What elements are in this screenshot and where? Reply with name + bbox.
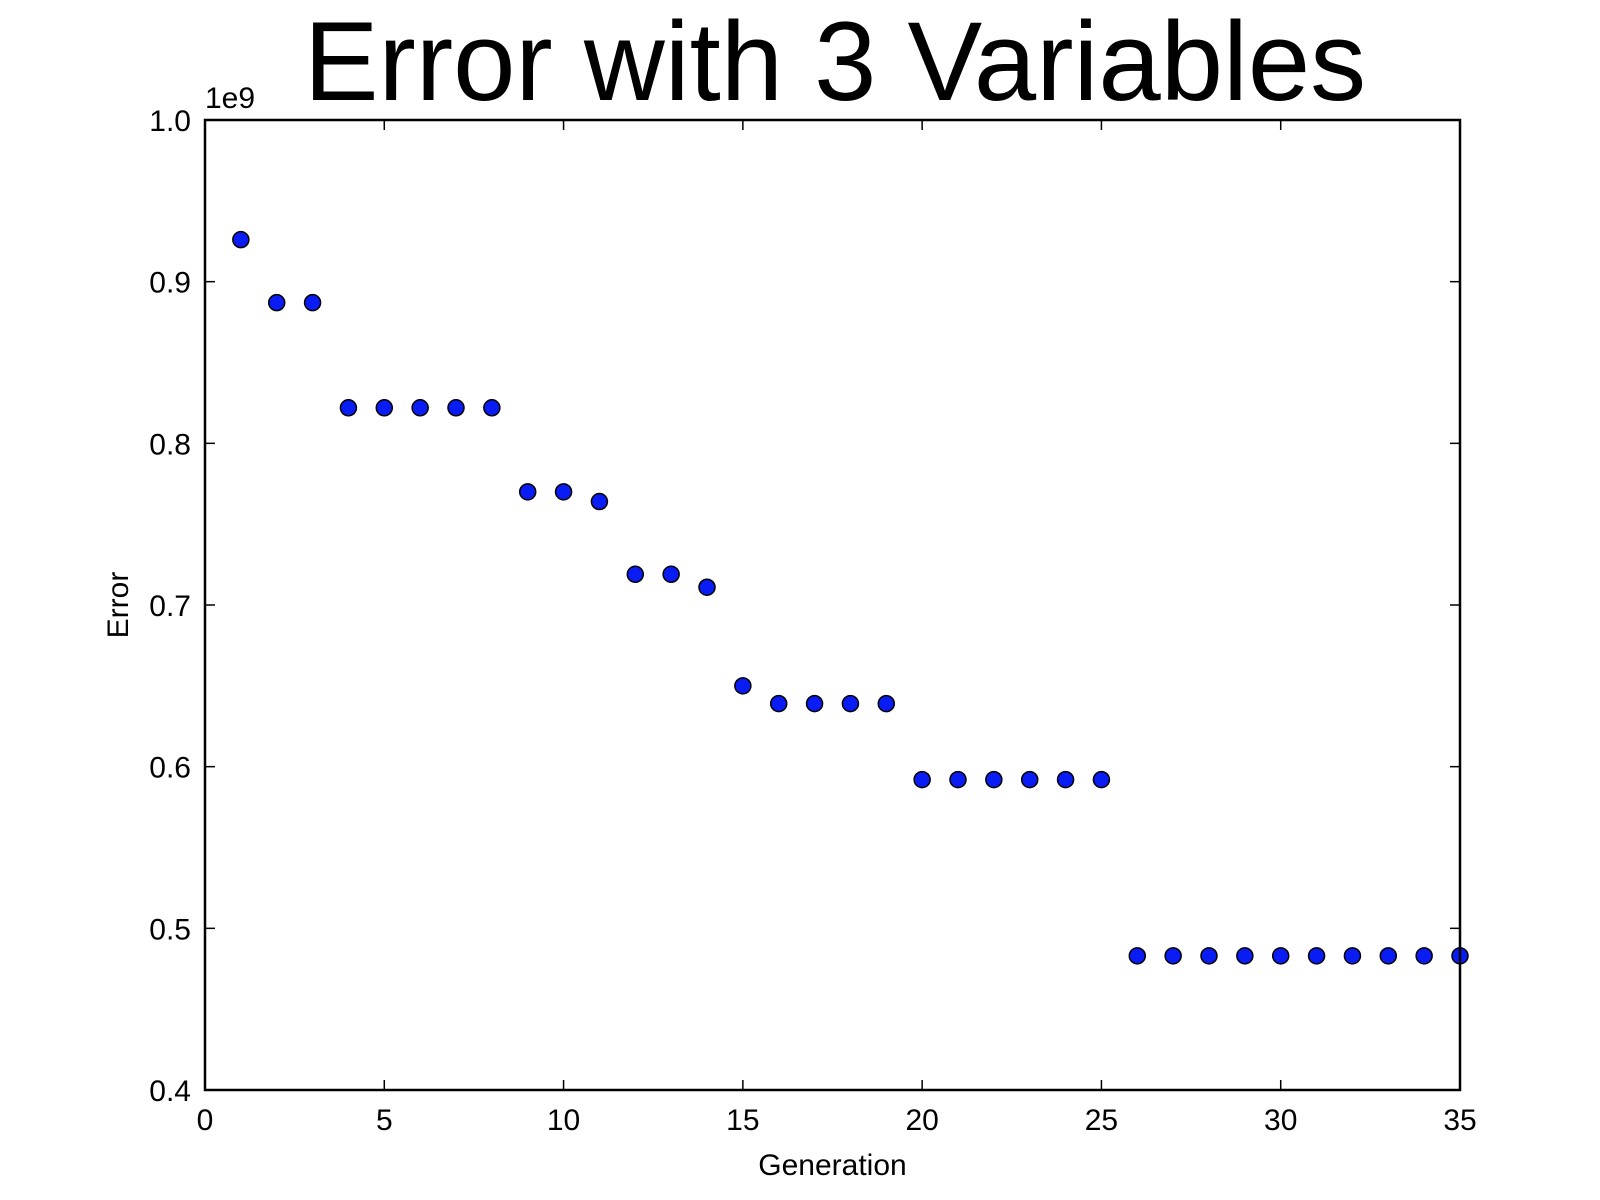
x-tick-label: 25 <box>1085 1104 1118 1137</box>
data-point <box>913 770 931 789</box>
data-point <box>698 578 716 596</box>
data-point <box>411 399 429 417</box>
data-point <box>1343 947 1362 965</box>
data-point <box>985 770 1003 789</box>
x-axis-label: Generation <box>758 1149 906 1182</box>
data-point <box>375 399 394 417</box>
y-tick-label: 0.4 <box>149 1075 191 1108</box>
y-tick-label: 1.0 <box>149 105 191 138</box>
data-point <box>1056 770 1075 789</box>
data-point <box>662 565 680 584</box>
data-point <box>1307 947 1326 965</box>
data-point <box>769 694 788 713</box>
x-tick-label: 20 <box>905 1104 938 1137</box>
data-point <box>447 399 465 417</box>
data-point <box>554 483 573 501</box>
y-tick-label: 0.6 <box>149 752 191 785</box>
data-point <box>339 399 358 417</box>
data-point <box>1271 947 1290 965</box>
data-point <box>877 694 896 713</box>
data-point <box>841 694 860 713</box>
data-point <box>590 492 609 511</box>
data-point <box>1164 947 1182 965</box>
data-point <box>1236 947 1254 965</box>
data-point <box>734 677 752 695</box>
data-point <box>949 770 967 789</box>
x-tick-label: 35 <box>1443 1104 1476 1137</box>
x-tick-label: 5 <box>376 1104 393 1137</box>
data-point <box>483 399 501 417</box>
data-point <box>1020 770 1039 789</box>
data-point <box>805 694 824 713</box>
x-tick-label: 0 <box>197 1104 214 1137</box>
y-tick-label: 0.7 <box>149 590 191 623</box>
data-point <box>1415 947 1433 965</box>
x-tick-label: 15 <box>726 1104 759 1137</box>
data-point <box>267 293 286 312</box>
data-point <box>518 483 537 501</box>
plot-frame <box>203 118 1462 1092</box>
y-offset-label: 1e9 <box>205 82 255 115</box>
y-tick-label: 0.5 <box>149 913 191 946</box>
y-tick-label: 0.8 <box>149 428 191 461</box>
y-tick-label: 0.9 <box>149 267 191 300</box>
data-point <box>1379 947 1398 965</box>
tick-labels: 0 5 10 15 20 25 30 35 0.4 0.5 0.6 0.7 0.8 0.9 1.0 <box>149 105 1476 1137</box>
y-axis-label: Error <box>102 572 135 639</box>
x-tick-label: 30 <box>1264 1104 1297 1137</box>
x-tick-label: 10 <box>547 1104 580 1137</box>
data-point <box>303 293 322 312</box>
data-point <box>232 230 250 249</box>
data-point <box>1092 770 1111 789</box>
data-points <box>232 230 1469 965</box>
data-point <box>1200 947 1218 965</box>
data-point <box>1128 947 1147 965</box>
chart-title: Error with 3 Variables <box>303 0 1367 124</box>
data-point <box>626 565 645 584</box>
axis-ticks <box>204 119 1461 1091</box>
